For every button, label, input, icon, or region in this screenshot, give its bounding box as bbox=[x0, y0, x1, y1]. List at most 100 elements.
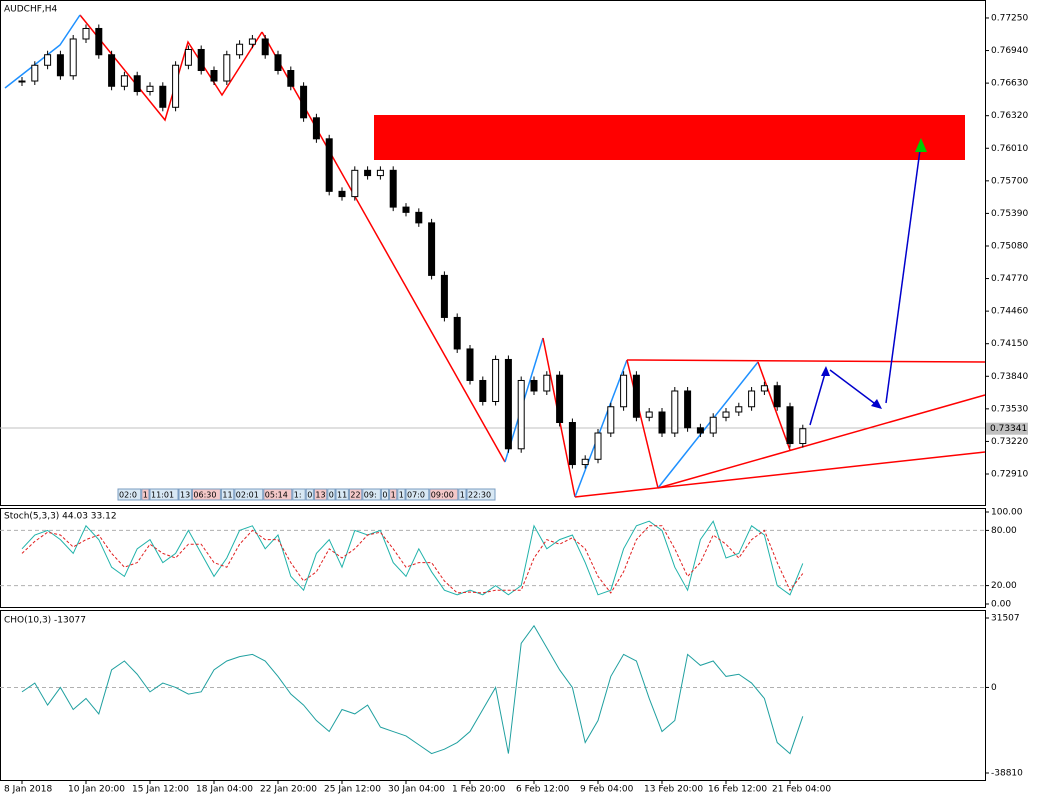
session-box bbox=[141, 488, 150, 501]
y-tick-label: 0.74770 bbox=[991, 274, 1028, 284]
supply-zone bbox=[374, 115, 965, 160]
session-box bbox=[313, 488, 328, 501]
candle bbox=[31, 64, 39, 82]
candle bbox=[504, 358, 512, 450]
y-tick-label: 80.00 bbox=[991, 526, 1017, 536]
candle bbox=[568, 422, 576, 466]
x-tick-label: 30 Jan 04:00 bbox=[388, 785, 445, 795]
candle bbox=[709, 416, 717, 434]
y-tick-label: 0.75080 bbox=[991, 241, 1028, 251]
candle bbox=[325, 138, 333, 192]
candle bbox=[402, 206, 410, 213]
session-label: 02:01 bbox=[236, 491, 259, 500]
session-label: 22:30 bbox=[468, 491, 491, 500]
session-box bbox=[220, 488, 235, 501]
y-tick-label: 0.76320 bbox=[991, 111, 1028, 121]
candle bbox=[82, 27, 90, 40]
y-tick-label: 0.75700 bbox=[991, 176, 1028, 186]
candle bbox=[159, 85, 167, 108]
indicator-title: Stoch(5,3,3) 44.03 33.12 bbox=[4, 512, 117, 522]
x-tick-label: 15 Jan 12:00 bbox=[132, 785, 189, 795]
candle bbox=[146, 85, 154, 93]
session-label: 1 bbox=[399, 491, 404, 500]
candle bbox=[184, 48, 192, 66]
session-label: 11 bbox=[222, 491, 232, 500]
arrow-head bbox=[915, 138, 927, 152]
candle bbox=[735, 406, 743, 413]
arrow-head bbox=[871, 399, 882, 409]
candle bbox=[56, 54, 64, 77]
stoch-panel bbox=[0, 508, 986, 608]
indicator-line bbox=[21, 525, 804, 594]
candle bbox=[300, 85, 308, 119]
session-label: 05:14 bbox=[265, 491, 288, 500]
session-label: 13 bbox=[315, 491, 325, 500]
main-panel bbox=[0, 0, 986, 506]
cho-panel bbox=[0, 610, 986, 781]
session-box bbox=[348, 488, 363, 501]
candle bbox=[773, 385, 781, 408]
session-box bbox=[149, 488, 179, 501]
candle bbox=[722, 411, 730, 418]
session-label: 1 bbox=[391, 491, 396, 500]
x-tick-label: 6 Feb 12:00 bbox=[516, 785, 570, 795]
candle bbox=[18, 80, 26, 83]
candle bbox=[133, 75, 141, 93]
candle bbox=[748, 390, 756, 408]
x-tick-label: 22 Jan 20:00 bbox=[260, 785, 317, 795]
projection-arrow bbox=[885, 149, 921, 404]
projection-arrow bbox=[809, 369, 827, 426]
session-label: 09:00 bbox=[431, 491, 454, 500]
candle bbox=[44, 54, 52, 66]
candle bbox=[658, 411, 666, 434]
session-label: 11:01 bbox=[151, 491, 174, 500]
candle bbox=[338, 190, 346, 198]
candle bbox=[261, 38, 269, 56]
candle bbox=[440, 274, 448, 318]
session-box bbox=[263, 488, 293, 501]
x-tick-label: 21 Feb 04:00 bbox=[772, 785, 831, 795]
candle bbox=[786, 406, 794, 445]
resistance-line bbox=[626, 359, 986, 363]
y-tick-label: 0.76630 bbox=[991, 79, 1028, 89]
zigzag bbox=[574, 359, 628, 498]
session-label: 06:30 bbox=[193, 491, 216, 500]
y-tick-label: 100.00 bbox=[991, 508, 1023, 518]
candle bbox=[312, 117, 320, 140]
trend-line bbox=[574, 451, 986, 498]
price-tag-label: 0.73341 bbox=[990, 424, 1027, 434]
candle bbox=[287, 70, 295, 87]
candle bbox=[479, 379, 487, 402]
candle bbox=[530, 379, 538, 392]
y-tick-label: 20.00 bbox=[991, 581, 1017, 591]
indicator-title: CHO(10,3) -13077 bbox=[4, 616, 86, 626]
session-box bbox=[191, 488, 221, 501]
candle bbox=[248, 38, 256, 45]
session-box bbox=[466, 488, 496, 501]
session-box bbox=[234, 488, 264, 501]
session-label: 1 bbox=[143, 491, 148, 500]
candle bbox=[172, 64, 180, 108]
price-tag bbox=[986, 422, 1028, 435]
candle bbox=[95, 27, 103, 56]
candle bbox=[120, 75, 128, 87]
candle bbox=[671, 390, 679, 434]
candle bbox=[274, 54, 282, 72]
y-tick-label: 0.73220 bbox=[991, 437, 1028, 447]
y-tick-label: 0.76940 bbox=[991, 46, 1028, 56]
x-tick-label: 9 Feb 04:00 bbox=[580, 785, 634, 795]
session-label: 1: bbox=[294, 491, 302, 500]
indicator-line bbox=[21, 520, 804, 596]
x-tick-label: 16 Feb 12:00 bbox=[708, 785, 767, 795]
zigzag bbox=[626, 359, 659, 489]
x-tick-label: 8 Jan 2018 bbox=[4, 785, 52, 795]
y-tick-label: 0.77250 bbox=[991, 13, 1028, 23]
candle bbox=[607, 406, 615, 434]
candle bbox=[632, 374, 640, 418]
candle bbox=[376, 169, 384, 177]
candle bbox=[581, 458, 589, 466]
session-label: 22 bbox=[350, 491, 360, 500]
y-tick-label: 0.74150 bbox=[991, 339, 1028, 349]
candle bbox=[453, 316, 461, 350]
